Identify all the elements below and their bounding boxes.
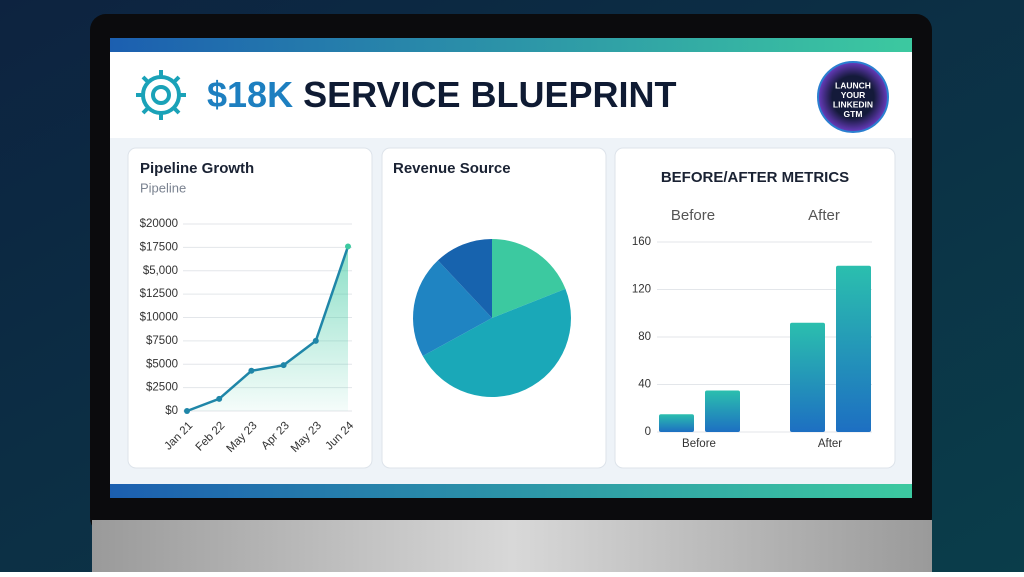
y-tick-label: 120	[632, 284, 651, 296]
badge-line: GTM	[844, 109, 863, 119]
y-tick-label: $0	[165, 405, 178, 417]
title-main: SERVICE BLUEPRINT	[303, 74, 676, 115]
bottom-strip	[110, 484, 912, 498]
y-tick-label: $2500	[146, 382, 178, 394]
monitor-stand	[92, 520, 932, 572]
y-tick-label: 80	[638, 331, 651, 343]
x-tick-label: Before	[682, 438, 716, 450]
badge-line: LAUNCH	[835, 80, 871, 90]
header	[110, 52, 912, 138]
chart-subtitle: Pipeline	[140, 180, 186, 195]
y-tick-label: $5000	[146, 358, 178, 370]
bar	[836, 265, 871, 432]
top-strip	[110, 38, 912, 52]
y-tick-label: 40	[638, 379, 651, 391]
y-tick-label: $5,000	[143, 265, 178, 277]
chart-title: BEFORE/AFTER METRICS	[661, 169, 849, 186]
pie-slice	[422, 288, 571, 397]
y-tick-label: $7500	[146, 335, 178, 347]
point	[345, 243, 351, 250]
y-tick-label: $20000	[140, 218, 178, 230]
line	[186, 246, 350, 413]
chart-title: Revenue Source	[393, 160, 511, 177]
point	[280, 362, 287, 369]
y-tick-label: $12500	[140, 288, 178, 300]
point	[184, 408, 190, 414]
bar	[705, 390, 740, 432]
point	[312, 337, 319, 344]
point	[248, 367, 255, 374]
y-tick-label: $10000	[140, 312, 178, 324]
chart-title: Pipeline Growth	[140, 160, 254, 177]
pie-slice	[412, 260, 492, 357]
pie-slice	[492, 239, 566, 318]
point	[216, 395, 223, 402]
title-accent: $18K	[207, 74, 293, 115]
group-label: After	[808, 207, 840, 224]
x-tick-label: After	[818, 438, 842, 450]
bar	[790, 322, 825, 432]
badge-line: LINKEDIN	[833, 99, 873, 109]
area	[187, 246, 348, 411]
group-label: Before	[671, 207, 715, 224]
badge	[817, 61, 889, 133]
badge-line: YOUR	[841, 90, 866, 100]
bar	[659, 414, 694, 432]
gear-icon	[136, 70, 186, 120]
pie-slice	[437, 239, 492, 318]
header-title: $18K SERVICE BLUEPRINT	[207, 74, 676, 115]
y-tick-label: 0	[645, 426, 651, 438]
y-tick-label: $17500	[140, 241, 178, 253]
y-tick-label: 160	[632, 236, 651, 248]
